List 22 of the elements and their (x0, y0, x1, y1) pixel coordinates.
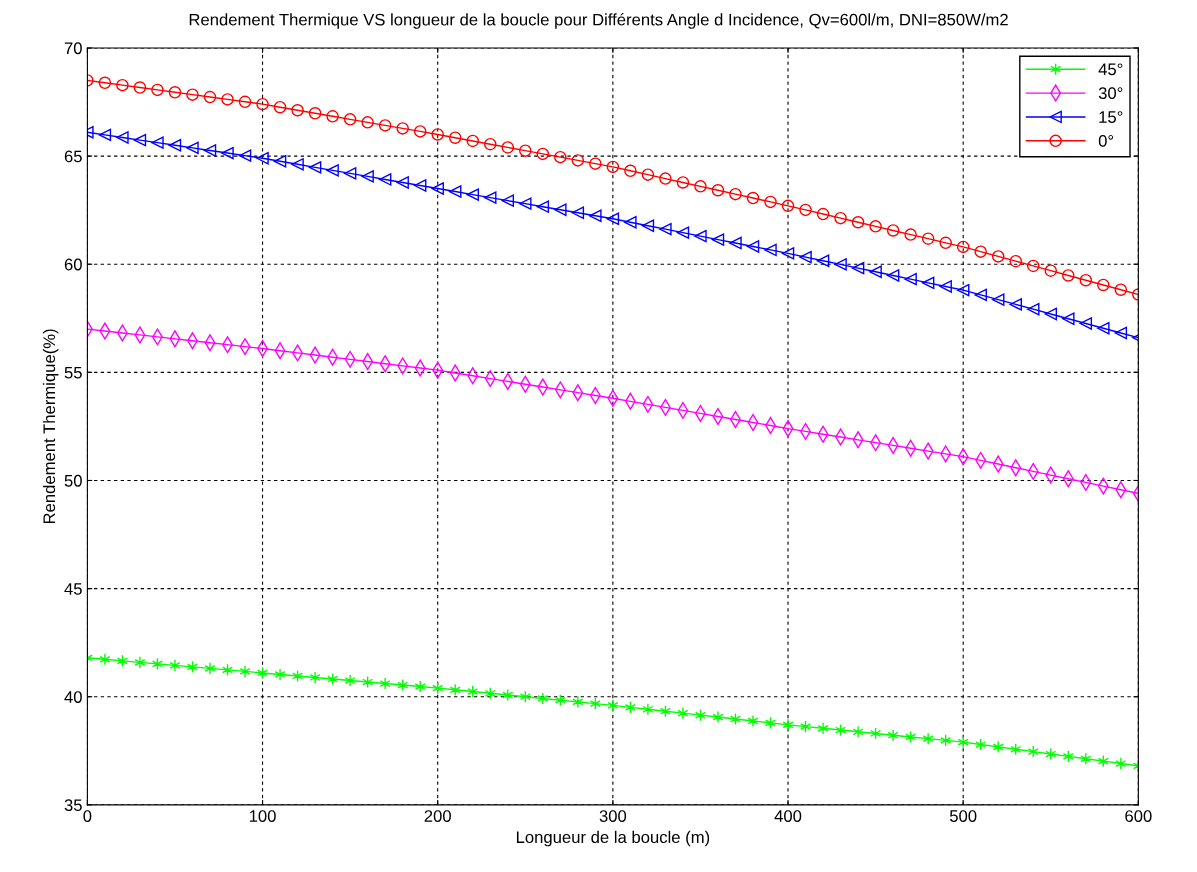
x-tick-label: 600 (1125, 810, 1152, 822)
y-tick-label: 70 (64, 42, 82, 55)
chart-title: Rendement Thermique VS longueur de la boucle pour Différents Angle d Incidence, Qv=600l/m, DNI=850W/m2 (189, 13, 1008, 29)
x-tick-label: 400 (774, 810, 802, 822)
x-tick-label: 500 (949, 810, 977, 822)
y-tick-label: 65 (64, 150, 82, 163)
x-tick-label: 100 (249, 810, 276, 822)
legend-label: 30° (1098, 87, 1123, 100)
x-tick-label: 0 (83, 810, 92, 822)
legend-label: 15° (1099, 111, 1123, 123)
y-tick-label: 60 (64, 258, 82, 271)
legend-label: 0° (1098, 135, 1114, 147)
y-tick-label: 50 (64, 474, 82, 487)
x-tick-label: 200 (424, 810, 451, 822)
y-axis-title: Rendement Thermique(%) (42, 329, 59, 524)
y-tick-label: 45 (64, 583, 82, 595)
x-tick-label: 300 (599, 810, 627, 822)
y-tick-label: 35 (64, 799, 82, 812)
y-tick-label: 40 (64, 691, 82, 703)
y-tick-label: 55 (64, 366, 82, 379)
x-axis-title: Longueur de la boucle (m) (516, 830, 710, 847)
legend-label: 45° (1098, 63, 1123, 76)
